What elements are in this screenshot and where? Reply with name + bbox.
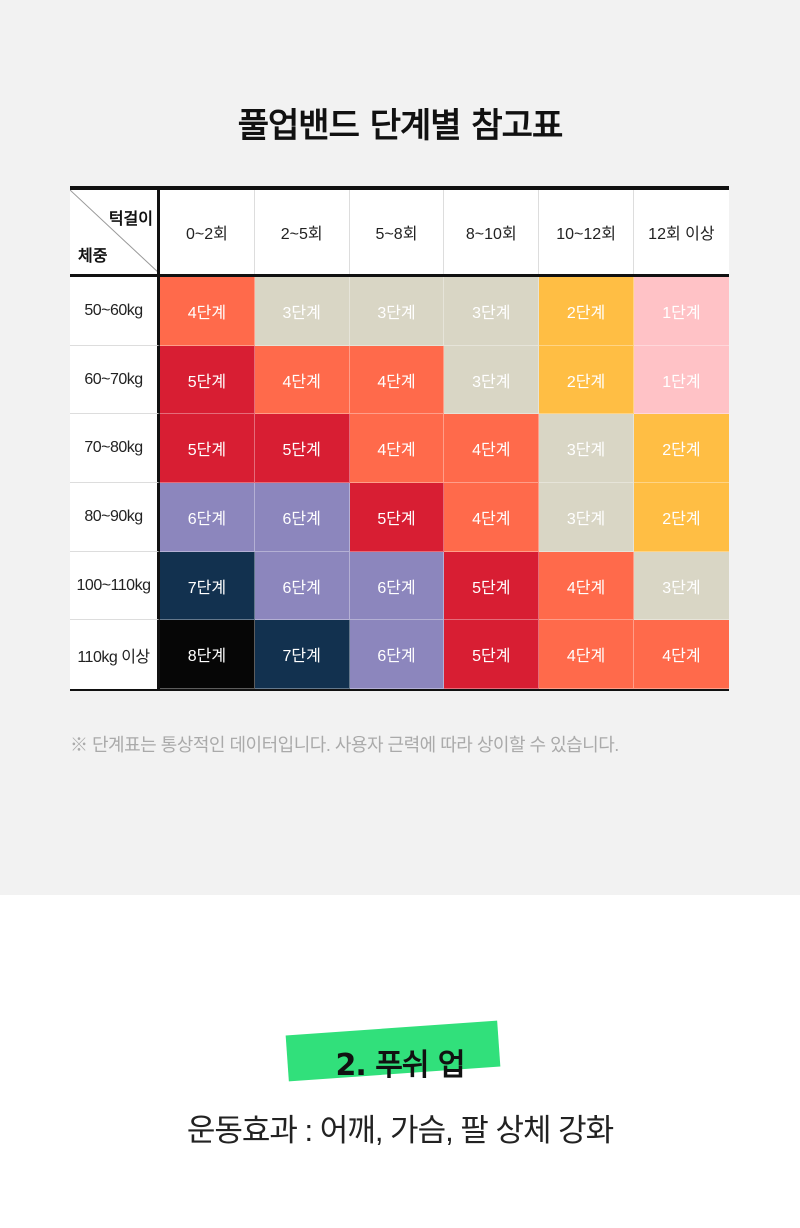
level-cell: 3단계 [444, 345, 540, 415]
reference-table-section: 풀업밴드 단계별 참고표 턱걸이 체중 0~2회 2~5회 5~8회 8~10회… [0, 0, 800, 895]
level-cell: 4단계 [539, 620, 634, 690]
level-cell: 5단계 [160, 345, 255, 415]
table-row: 80~90kg 6단계 6단계 5단계 4단계 3단계 2단계 [70, 483, 729, 552]
corner-label-pullups: 턱걸이 [108, 209, 153, 228]
row-weight-label: 110kg 이상 [70, 620, 160, 690]
level-cell: 5단계 [349, 483, 445, 552]
table-body: 50~60kg 4단계 3단계 3단계 3단계 2단계 1단계 60~70kg … [70, 277, 729, 690]
level-cell: 2단계 [539, 345, 634, 415]
table-row: 50~60kg 4단계 3단계 3단계 3단계 2단계 1단계 [70, 277, 729, 346]
level-cell: 6단계 [254, 551, 350, 621]
table-header-row: 턱걸이 체중 0~2회 2~5회 5~8회 8~10회 10~12회 12회 이… [70, 190, 729, 277]
level-cell: 4단계 [349, 345, 445, 415]
level-cell: 4단계 [444, 414, 540, 484]
level-cell: 5단계 [254, 414, 350, 484]
row-weight-label: 60~70kg [70, 345, 160, 415]
level-cell: 4단계 [633, 620, 729, 690]
column-header: 10~12회 [539, 190, 634, 274]
level-cell: 7단계 [254, 620, 350, 690]
level-cell: 6단계 [160, 483, 255, 552]
column-header: 8~10회 [444, 190, 540, 274]
level-cell: 4단계 [349, 414, 445, 484]
level-cell: 6단계 [349, 551, 445, 621]
level-cell: 4단계 [254, 345, 350, 415]
level-cell: 1단계 [633, 277, 729, 346]
level-cell: 2단계 [633, 414, 729, 484]
level-cell: 3단계 [444, 277, 540, 346]
table-row: 110kg 이상 8단계 7단계 6단계 5단계 4단계 4단계 [70, 620, 729, 690]
row-weight-label: 50~60kg [70, 277, 160, 346]
level-cell: 6단계 [254, 483, 350, 552]
level-cell: 5단계 [444, 551, 540, 621]
row-weight-label: 100~110kg [70, 551, 160, 621]
level-cell: 2단계 [539, 277, 634, 346]
table-row: 70~80kg 5단계 5단계 4단계 4단계 3단계 2단계 [70, 414, 729, 484]
column-header: 5~8회 [350, 190, 445, 274]
row-weight-label: 70~80kg [70, 414, 160, 484]
level-cell: 5단계 [160, 414, 255, 484]
section-subtitle: 운동효과 : 어깨, 가슴, 팔 상체 강화 [186, 1113, 614, 1148]
level-cell: 3단계 [539, 414, 634, 484]
table-corner-cell: 턱걸이 체중 [70, 190, 160, 274]
level-cell: 4단계 [444, 483, 540, 552]
row-weight-label: 80~90kg [70, 483, 160, 552]
table-row: 60~70kg 5단계 4단계 4단계 3단계 2단계 1단계 [70, 345, 729, 415]
column-header: 12회 이상 [648, 226, 715, 243]
corner-label-weight: 체중 [78, 246, 108, 265]
level-cell: 4단계 [160, 277, 255, 346]
section-title: 2. 푸쉬 업 [335, 1048, 466, 1083]
level-cell: 3단계 [349, 277, 445, 346]
page-title: 풀업밴드 단계별 참고표 [237, 106, 563, 146]
level-cell: 4단계 [539, 551, 634, 621]
level-cell: 6단계 [349, 620, 445, 690]
level-cell: 1단계 [633, 345, 729, 415]
band-level-table: 턱걸이 체중 0~2회 2~5회 5~8회 8~10회 10~12회 12회 이… [70, 186, 729, 691]
column-header: 0~2회 [160, 190, 255, 274]
level-cell: 7단계 [160, 551, 255, 621]
disclaimer-note: ※ 단계표는 통상적인 데이터입니다. 사용자 근력에 따라 상이할 수 있습니… [70, 735, 619, 755]
column-header: 2~5회 [255, 190, 350, 274]
diagonal-divider [70, 190, 157, 272]
level-cell: 3단계 [539, 483, 634, 552]
level-cell: 3단계 [633, 551, 729, 621]
level-cell: 3단계 [254, 277, 350, 346]
level-cell: 8단계 [160, 620, 255, 690]
level-cell: 5단계 [444, 620, 540, 690]
table-row: 100~110kg 7단계 6단계 6단계 5단계 4단계 3단계 [70, 551, 729, 621]
level-cell: 2단계 [633, 483, 729, 552]
